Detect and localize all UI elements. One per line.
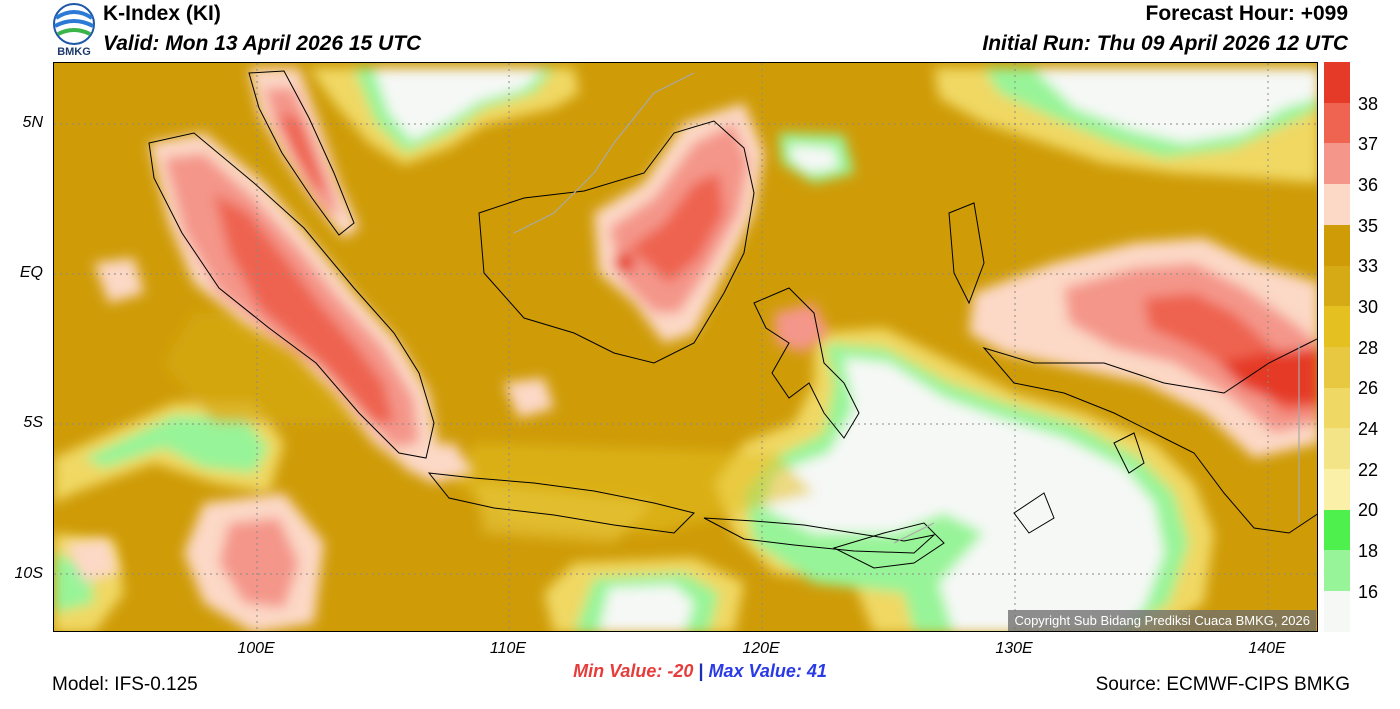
colorbar-swatch [1324, 346, 1350, 388]
chart-title: K-Index (KI) [103, 2, 221, 25]
colorbar-swatch [1324, 469, 1350, 510]
model-label: Model: IFS-0.125 [52, 674, 198, 695]
admin-borders [513, 72, 1300, 544]
colorbar-swatch [1324, 184, 1350, 225]
ki-low-regions [54, 68, 1317, 631]
malay-peninsula-coast [248, 70, 355, 236]
colorbar-swatch [1324, 102, 1350, 144]
borneo-border [513, 72, 695, 234]
papua-coast [982, 338, 1317, 534]
colorbar-label: 30 [1357, 297, 1378, 317]
colorbar-swatch [1324, 387, 1350, 429]
colorbar-label: 26 [1357, 378, 1378, 398]
borneo-coast [478, 120, 755, 364]
aru-islands-coast [1013, 492, 1055, 534]
colorbar-label: 33 [1357, 256, 1378, 276]
colorbar-label: 18 [1357, 541, 1378, 561]
y-tick-10s: 10S [14, 565, 43, 582]
colorbar-swatch [1324, 306, 1350, 347]
coastlines [148, 70, 1317, 569]
ki-high-regions [64, 68, 1317, 631]
source-label: Source: ECMWF-CIPS BMKG [1095, 674, 1350, 695]
timor-border [893, 522, 935, 544]
sulawesi-coast [753, 287, 860, 439]
min-value: Min Value: -20 [573, 661, 694, 681]
min-max-separator: | [698, 661, 704, 681]
x-tick-110e: 110E [489, 640, 527, 657]
colorbar-swatch [1324, 265, 1350, 307]
kai-islands-coast [1113, 432, 1145, 474]
colorbar-label: 22 [1357, 460, 1378, 480]
halmahera-coast [948, 202, 985, 305]
logo-text: BMKG [57, 46, 91, 58]
colorbar-label: 24 [1357, 419, 1378, 439]
colorbar-label: 35 [1357, 216, 1378, 236]
y-tick-eq: EQ [19, 264, 43, 281]
java-coast [427, 472, 695, 534]
colorbar-label: 37 [1357, 134, 1378, 154]
k-index-map [54, 63, 1317, 631]
x-tick-120e: 120E [742, 640, 780, 657]
x-tick-130e: 130E [995, 640, 1033, 657]
copyright-notice: Copyright Sub Bidang Prediksi Cuaca BMKG… [1008, 610, 1316, 631]
x-tick-100e: 100E [237, 640, 275, 657]
colorbar-swatch [1324, 428, 1350, 470]
map-gridlines [54, 63, 1317, 631]
colorbar-label: 38 [1357, 94, 1378, 114]
min-max-readout: Min Value: -20 | Max Value: 41 [0, 661, 1400, 682]
colorbar-label: 20 [1357, 500, 1378, 520]
timor-coast [832, 522, 945, 569]
x-tick-140e: 140E [1248, 640, 1286, 657]
max-value: Max Value: 41 [708, 661, 827, 681]
colorbar-swatch [1324, 591, 1350, 632]
colorbar-swatch [1324, 143, 1350, 185]
colorbar-swatch [1324, 550, 1350, 592]
y-tick-5n: 5N [22, 114, 43, 131]
sumatra-coast [148, 132, 435, 459]
colorbar [1324, 62, 1350, 632]
colorbar-swatch [1324, 62, 1350, 103]
map-panel [53, 62, 1318, 632]
y-tick-5s: 5S [23, 414, 43, 431]
colorbar-swatch [1324, 224, 1350, 266]
colorbar-label: 36 [1357, 175, 1378, 195]
nusa-tenggara-coast [703, 517, 936, 554]
bmkg-logo: BMKG [50, 2, 98, 60]
initial-run: Initial Run: Thu 09 April 2026 12 UTC [982, 32, 1348, 55]
colorbar-swatches [1324, 62, 1350, 632]
valid-time: Valid: Mon 13 April 2026 15 UTC [103, 32, 422, 55]
colorbar-label: 28 [1357, 338, 1378, 358]
colorbar-swatch [1324, 509, 1350, 551]
colorbar-label: 16 [1357, 582, 1378, 602]
forecast-hour: Forecast Hour: +099 [1145, 2, 1349, 25]
bmkg-logo-icon [53, 3, 95, 45]
